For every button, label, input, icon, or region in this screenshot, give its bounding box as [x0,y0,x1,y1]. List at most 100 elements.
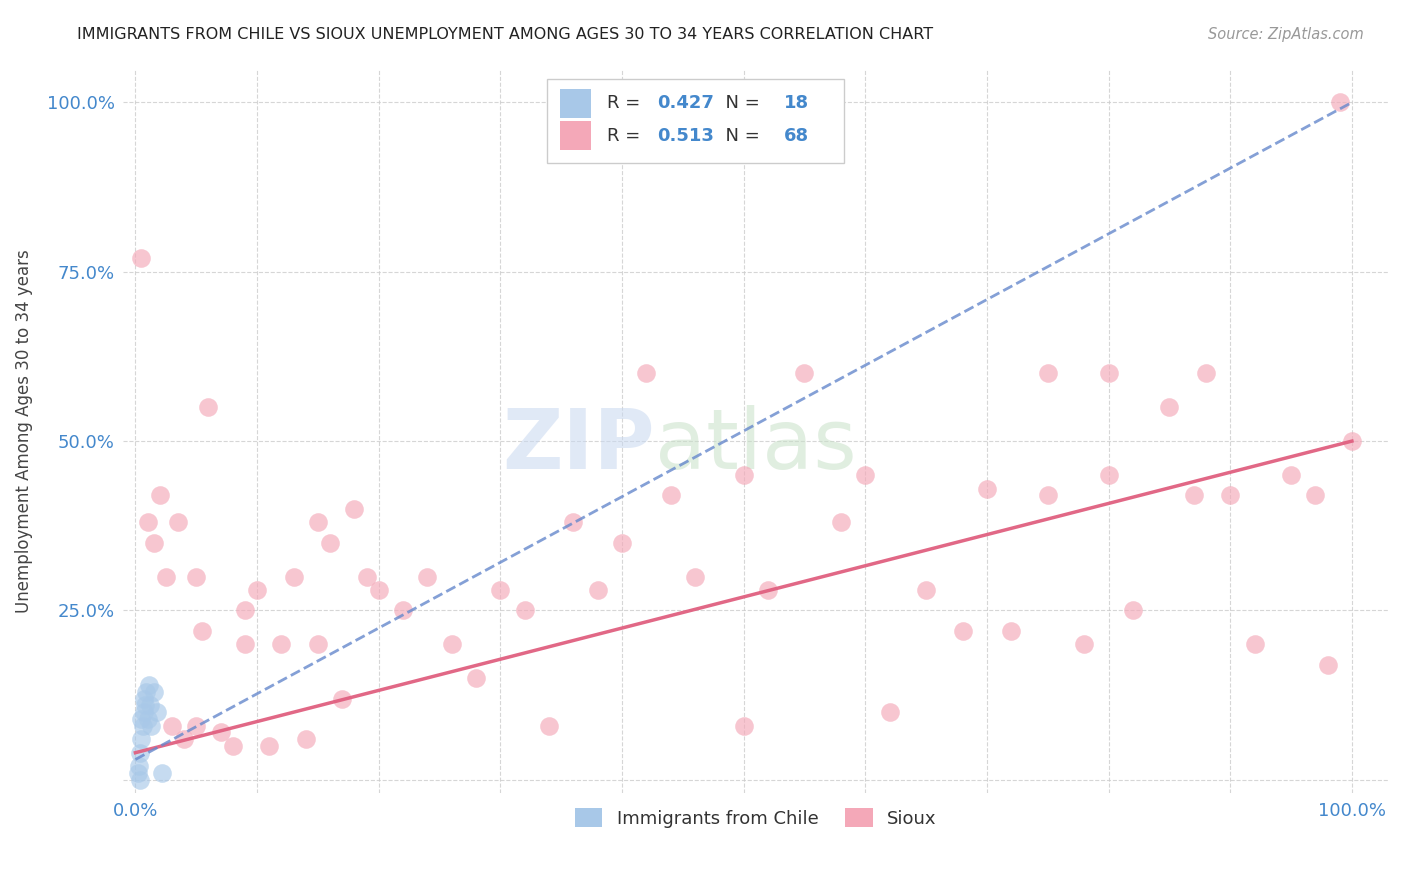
Point [343,501,366,516]
Point [586,583,609,598]
Point [186,569,208,583]
Point [1159,401,1181,415]
Point [146,705,169,719]
Point [1036,488,1059,502]
Point [294,732,316,747]
Point [129,772,152,787]
Point [1097,367,1119,381]
Point [1243,637,1265,651]
Text: 0.513: 0.513 [657,127,714,145]
FancyBboxPatch shape [560,121,592,151]
Point [134,698,156,713]
Text: atlas: atlas [655,405,856,486]
Point [537,718,560,732]
Text: 68: 68 [783,127,808,145]
Point [1122,603,1144,617]
Point [356,569,378,583]
Point [489,583,512,598]
Point [307,637,329,651]
Y-axis label: Unemployment Among Ages 30 to 34 years: Unemployment Among Ages 30 to 34 years [15,249,32,613]
Point [155,569,177,583]
Point [257,739,280,753]
Point [1036,367,1059,381]
Point [131,712,153,726]
Point [246,583,269,598]
Text: N =: N = [714,127,766,145]
Point [197,401,219,415]
Point [733,467,755,482]
Point [131,732,153,747]
Point [976,482,998,496]
Point [132,705,155,719]
Point [191,624,214,638]
Point [149,488,172,502]
Point [392,603,415,617]
Text: R =: R = [606,95,645,112]
Point [186,718,208,732]
Text: 0.427: 0.427 [657,95,714,112]
Point [367,583,389,598]
Point [830,516,852,530]
Point [1073,637,1095,651]
Point [167,516,190,530]
Point [1341,434,1364,449]
Point [307,516,329,530]
Point [1219,488,1241,502]
Point [283,569,305,583]
Point [129,746,152,760]
Point [131,251,153,265]
Point [1316,657,1339,672]
Point [513,603,536,617]
Point [209,725,232,739]
Point [440,637,463,651]
Text: R =: R = [606,127,645,145]
Point [1097,467,1119,482]
Point [610,535,633,549]
Point [132,691,155,706]
Point [1182,488,1205,502]
Point [270,637,292,651]
Point [136,516,159,530]
Point [636,367,658,381]
Point [142,535,165,549]
Point [562,516,585,530]
Point [1000,624,1022,638]
Point [915,583,938,598]
Text: 18: 18 [783,95,808,112]
Point [1279,467,1302,482]
Point [1195,367,1218,381]
Point [135,684,157,698]
Point [150,766,173,780]
Point [131,718,153,732]
Point [141,718,163,732]
Point [793,367,815,381]
Point [1305,488,1327,502]
Point [853,467,876,482]
Point [879,705,901,719]
Text: N =: N = [714,95,766,112]
Legend: Immigrants from Chile, Sioux: Immigrants from Chile, Sioux [568,801,943,835]
Point [128,759,150,773]
Point [733,718,755,732]
Point [222,739,245,753]
Point [683,569,706,583]
Text: Source: ZipAtlas.com: Source: ZipAtlas.com [1208,27,1364,42]
Point [233,603,256,617]
Point [127,766,149,780]
Point [952,624,974,638]
Point [233,637,256,651]
Text: ZIP: ZIP [502,405,655,486]
Point [1329,95,1351,110]
Point [139,698,162,713]
Point [136,712,159,726]
Point [465,671,488,685]
FancyBboxPatch shape [560,89,592,118]
Point [756,583,779,598]
Point [173,732,195,747]
Point [160,718,183,732]
Text: IMMIGRANTS FROM CHILE VS SIOUX UNEMPLOYMENT AMONG AGES 30 TO 34 YEARS CORRELATIO: IMMIGRANTS FROM CHILE VS SIOUX UNEMPLOYM… [77,27,934,42]
Point [319,535,342,549]
FancyBboxPatch shape [547,79,845,162]
Point [659,488,682,502]
Point [330,691,353,706]
